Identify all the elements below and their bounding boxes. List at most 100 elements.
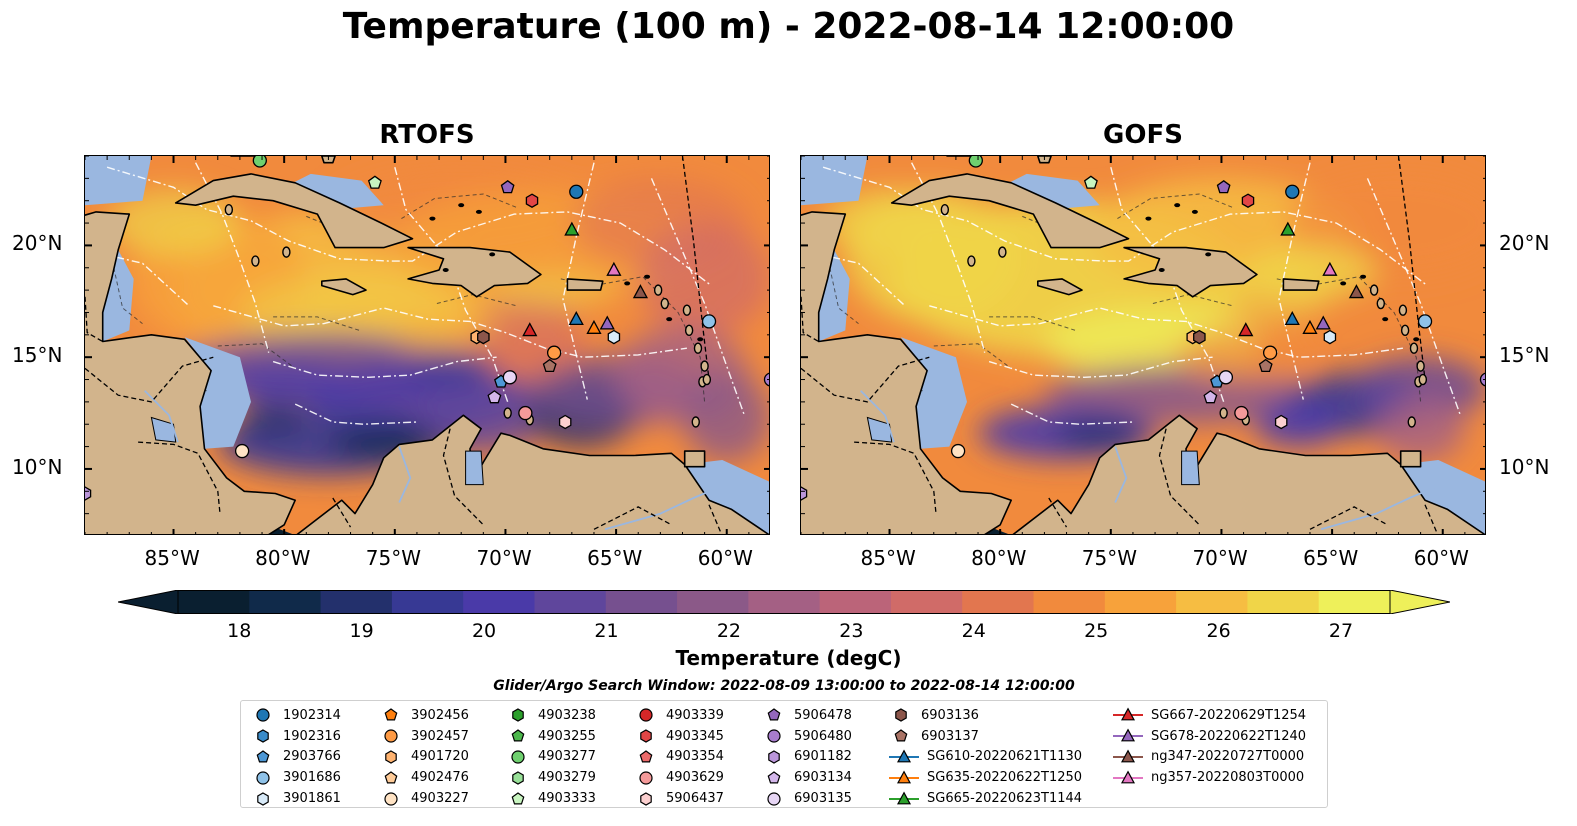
legend-item[interactable]: 3902457 <box>377 726 469 747</box>
obs-marker-SG678-20220622T1240[interactable] <box>1315 315 1331 330</box>
legend-item[interactable]: 2903766 <box>249 747 341 768</box>
legend-item[interactable]: 4901720 <box>377 747 469 768</box>
obs-marker-1902314[interactable] <box>1285 184 1300 199</box>
colorbar-label: Temperature (degC) <box>675 646 902 670</box>
obs-marker-6903134[interactable] <box>1203 390 1218 404</box>
legend-item[interactable]: 4903238 <box>504 705 596 726</box>
obs-marker-6903134[interactable] <box>487 390 502 404</box>
obs-marker-5906478[interactable] <box>1216 179 1231 194</box>
legend-item[interactable]: 5906480 <box>760 726 852 747</box>
country-border <box>1048 497 1068 528</box>
obs-marker-4903333[interactable] <box>367 175 382 189</box>
legend-item[interactable]: 4903339 <box>632 705 724 726</box>
legend-item[interactable]: 6903135 <box>760 788 852 809</box>
obs-marker-3902457[interactable] <box>546 345 562 360</box>
legend-item[interactable]: 1902316 <box>249 726 341 747</box>
legend-label: 4903255 <box>538 728 596 744</box>
colorbar-tick-label: 18 <box>227 620 252 642</box>
obs-marker-6903137[interactable] <box>542 358 557 373</box>
obs-marker-6903135[interactable] <box>502 370 518 385</box>
obs-marker-5906437[interactable] <box>558 414 572 430</box>
obs-marker-3901686[interactable] <box>1417 314 1433 329</box>
legend-item[interactable]: 6903137 <box>887 726 1082 747</box>
obs-marker-6903135[interactable] <box>1218 370 1234 385</box>
legend-item[interactable]: 6901182 <box>760 747 852 768</box>
shelf-area <box>284 173 384 210</box>
obs-marker-SG678-20220622T1240[interactable] <box>599 315 615 330</box>
legend-item[interactable]: 4903354 <box>632 747 724 768</box>
legend-item[interactable]: 5906437 <box>632 788 724 809</box>
hexagon-marker-icon <box>385 750 397 764</box>
obs-marker-4903345[interactable] <box>1241 193 1255 208</box>
legend-item[interactable]: 3902456 <box>377 705 469 726</box>
river <box>144 390 179 443</box>
colorbar-tick-label: 26 <box>1206 620 1231 642</box>
obs-marker-ng347-20220727T0000[interactable] <box>632 284 649 299</box>
legend-item[interactable]: 4903333 <box>504 788 596 809</box>
obs-marker-3901686[interactable] <box>701 314 717 329</box>
triangle-marker-icon <box>1113 728 1143 742</box>
obs-marker-4903227[interactable] <box>950 443 966 459</box>
obs-marker-ng357-20220803T0000[interactable] <box>1322 261 1338 276</box>
obs-marker-4903277[interactable] <box>968 156 983 168</box>
small-island <box>684 324 694 337</box>
obs-marker-6903137[interactable] <box>1258 358 1273 373</box>
obs-marker-SG610-20220621T1130[interactable] <box>1284 310 1300 326</box>
obs-marker-1902314[interactable] <box>569 184 584 199</box>
country-border <box>681 156 710 380</box>
legend-item[interactable]: 3901861 <box>249 788 341 809</box>
legend-item[interactable]: 4903629 <box>632 767 724 788</box>
obs-marker-ng357-20220803T0000[interactable] <box>606 261 622 276</box>
obs-marker-4903345[interactable] <box>525 193 539 208</box>
obs-marker-4903629[interactable] <box>518 405 533 421</box>
obs-marker-5906437[interactable] <box>1274 414 1288 430</box>
obs-marker-ng347-20220727T0000[interactable] <box>1348 284 1365 299</box>
obs-marker-SG635-20220622T1250[interactable] <box>586 319 602 334</box>
obs-marker-4903333[interactable] <box>1083 175 1098 189</box>
legend-item[interactable]: SG610-20220621T1130 <box>887 747 1082 768</box>
rtofs-map[interactable] <box>84 155 770 535</box>
legend-label: 3901861 <box>283 791 341 807</box>
obs-marker-5906480[interactable] <box>1479 372 1487 387</box>
obs-marker-4903277[interactable] <box>252 156 267 168</box>
legend-item[interactable]: 4902476 <box>377 767 469 788</box>
obs-marker-SG665-20220623T1144[interactable] <box>1280 221 1296 236</box>
legend-item[interactable]: SG678-20220622T1240 <box>1111 726 1306 747</box>
legend-item[interactable]: SG667-20220629T1254 <box>1111 705 1306 726</box>
obs-marker-SG635-20220622T1250[interactable] <box>1302 319 1318 334</box>
obs-marker-6901182[interactable] <box>801 486 808 501</box>
pentagon-marker-icon <box>894 729 908 742</box>
legend-item[interactable]: 6903134 <box>760 767 852 788</box>
legend-item[interactable]: 4903279 <box>504 767 596 788</box>
obs-marker-SG665-20220623T1144[interactable] <box>564 221 580 236</box>
legend-item[interactable]: 5906478 <box>760 705 852 726</box>
obs-marker-SG667-20220629T1254[interactable] <box>522 322 538 337</box>
obs-marker-SG610-20220621T1130[interactable] <box>568 310 584 326</box>
obs-marker-5906478[interactable] <box>500 179 515 194</box>
obs-marker-3901861[interactable] <box>1323 329 1337 345</box>
legend-item[interactable]: 1902314 <box>249 705 341 726</box>
legend-item[interactable]: 4903277 <box>504 747 596 768</box>
obs-marker-SG667-20220629T1254[interactable] <box>1238 322 1254 337</box>
obs-marker-6903136[interactable] <box>477 329 490 345</box>
obs-marker-6901182[interactable] <box>85 486 92 501</box>
legend-item[interactable]: 4903345 <box>632 726 724 747</box>
obs-marker-6903136[interactable] <box>1193 329 1206 345</box>
legend-item[interactable]: 4903227 <box>377 788 469 809</box>
legend-item[interactable]: SG635-20220622T1250 <box>887 767 1082 788</box>
obs-marker-3901861[interactable] <box>607 329 621 345</box>
obs-marker-5906480[interactable] <box>763 372 771 387</box>
legend-item[interactable]: 6903136 <box>887 705 1082 726</box>
pentagon-marker-icon <box>384 708 398 721</box>
legend-item[interactable]: ng347-20220727T0000 <box>1111 747 1306 768</box>
depth-contour <box>401 193 517 220</box>
legend-item[interactable]: SG665-20220623T1144 <box>887 788 1082 809</box>
obs-marker-4903227[interactable] <box>234 443 250 459</box>
obs-marker-3902457[interactable] <box>1262 345 1278 360</box>
legend-item[interactable]: 4903255 <box>504 726 596 747</box>
gofs-map[interactable] <box>800 155 1486 535</box>
legend-item[interactable]: ng357-20220803T0000 <box>1111 767 1306 788</box>
legend-item[interactable]: 3901686 <box>249 767 341 788</box>
obs-marker-4903629[interactable] <box>1234 405 1249 421</box>
colorbar-segment <box>1104 590 1177 614</box>
